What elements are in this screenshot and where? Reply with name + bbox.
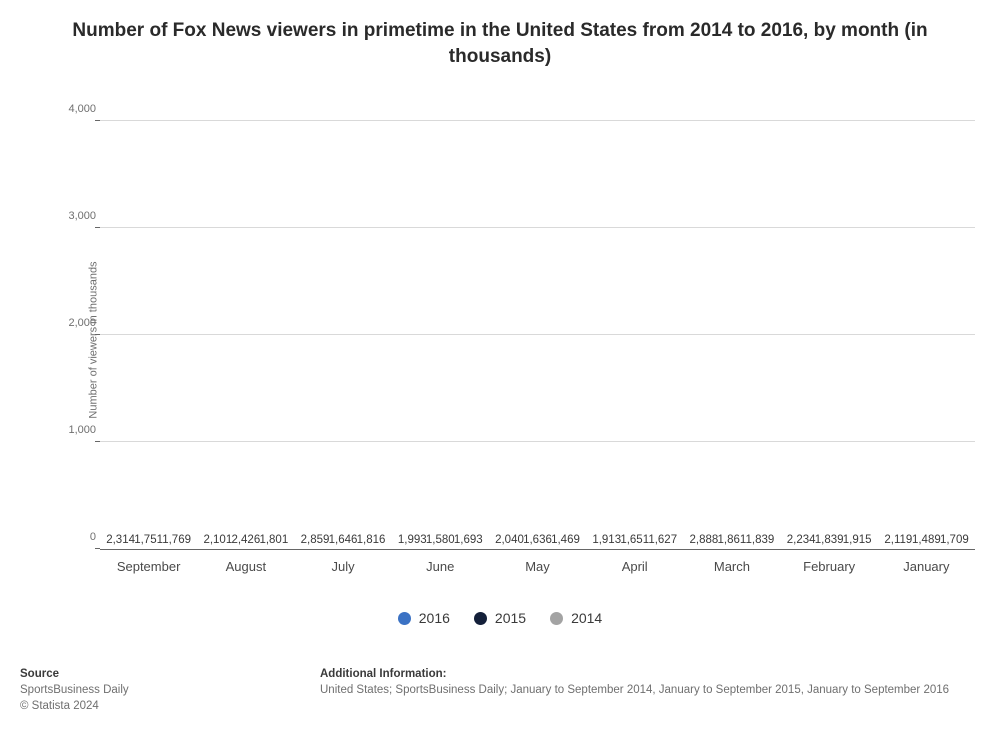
legend-item[interactable]: 2016 — [398, 610, 450, 626]
bar-group: 2,1012,4261,801August — [197, 100, 294, 549]
bar-value-label: 2,040 — [495, 534, 524, 546]
bar-value-label: 1,651 — [620, 534, 649, 546]
bar-value-label: 1,489 — [912, 534, 941, 546]
chart-area: Number of viewers in thousands 2,3141,75… — [55, 100, 975, 580]
legend-swatch — [550, 612, 563, 625]
x-tick-label: August — [197, 549, 294, 574]
bar-value-label: 2,234 — [787, 534, 816, 546]
legend-swatch — [474, 612, 487, 625]
y-tick-label: 0 — [58, 531, 96, 543]
bar-group: 2,0401,6361,469May — [489, 100, 586, 549]
gridline — [100, 120, 975, 121]
copyright-line: © Statista 2024 — [20, 698, 320, 714]
legend-item[interactable]: 2015 — [474, 610, 526, 626]
bar-group: 1,9931,5801,693June — [392, 100, 489, 549]
legend-label: 2015 — [495, 610, 526, 626]
bar-value-label: 1,646 — [329, 534, 358, 546]
gridline — [100, 441, 975, 442]
x-tick-label: March — [683, 549, 780, 574]
source-heading: Source — [20, 668, 320, 680]
bar-group: 2,8591,6461,816July — [294, 100, 391, 549]
bar-group: 2,1191,4891,709January — [878, 100, 975, 549]
bar-value-label: 1,839 — [746, 534, 775, 546]
y-tick-label: 3,000 — [58, 210, 96, 222]
bar-value-label: 2,859 — [301, 534, 330, 546]
bar-group: 2,2341,8391,915February — [781, 100, 878, 549]
x-tick-label: July — [294, 549, 391, 574]
y-tick-mark — [95, 227, 100, 228]
plot-area: 2,3141,7511,769September2,1012,4261,801A… — [100, 100, 975, 550]
x-tick-label: April — [586, 549, 683, 574]
bar-value-label: 1,913 — [592, 534, 621, 546]
bar-value-label: 1,801 — [259, 534, 288, 546]
legend-item[interactable]: 2014 — [550, 610, 602, 626]
bar-value-label: 2,119 — [884, 534, 912, 546]
bar-value-label: 1,751 — [134, 534, 163, 546]
info-heading: Additional Information: — [320, 668, 949, 680]
bar-value-label: 1,693 — [454, 534, 483, 546]
legend-swatch — [398, 612, 411, 625]
x-tick-label: September — [100, 549, 197, 574]
bar-value-label: 1,993 — [398, 534, 427, 546]
info-line: United States; SportsBusiness Daily; Jan… — [320, 682, 949, 698]
y-tick-mark — [95, 548, 100, 549]
chart-title: Number of Fox News viewers in primetime … — [0, 0, 1000, 77]
bar-group: 1,9131,6511,627April — [586, 100, 683, 549]
y-tick-label: 1,000 — [58, 424, 96, 436]
gridline — [100, 334, 975, 335]
source-line: SportsBusiness Daily — [20, 682, 320, 698]
y-tick-label: 4,000 — [58, 103, 96, 115]
x-tick-label: January — [878, 549, 975, 574]
y-tick-mark — [95, 334, 100, 335]
x-tick-label: February — [781, 549, 878, 574]
bar-value-label: 2,314 — [106, 534, 135, 546]
y-axis-label: Number of viewers in thousands — [88, 261, 100, 418]
bar-value-label: 1,636 — [523, 534, 552, 546]
y-tick-mark — [95, 120, 100, 121]
bar-value-label: 1,709 — [940, 534, 969, 546]
bar-group: 2,3141,7511,769September — [100, 100, 197, 549]
legend-label: 2016 — [419, 610, 450, 626]
bar-value-label: 1,627 — [648, 534, 677, 546]
y-tick-mark — [95, 441, 100, 442]
y-tick-label: 2,000 — [58, 317, 96, 329]
legend-label: 2014 — [571, 610, 602, 626]
bar-value-label: 1,839 — [815, 534, 844, 546]
legend: 2016 2015 2014 — [0, 610, 1000, 626]
bar-value-label: 2,101 — [203, 534, 232, 546]
x-tick-label: June — [392, 549, 489, 574]
footer: Source SportsBusiness Daily © Statista 2… — [20, 668, 1000, 714]
bar-value-label: 1,769 — [162, 534, 191, 546]
bar-value-label: 1,816 — [357, 534, 386, 546]
bar-value-label: 1,580 — [426, 534, 455, 546]
bar-group: 2,8881,8611,839March — [683, 100, 780, 549]
bar-value-label: 2,426 — [231, 534, 260, 546]
bar-value-label: 1,915 — [843, 534, 872, 546]
bar-value-label: 2,888 — [690, 534, 719, 546]
gridline — [100, 227, 975, 228]
x-tick-label: May — [489, 549, 586, 574]
bar-value-label: 1,861 — [718, 534, 747, 546]
bar-value-label: 1,469 — [551, 534, 580, 546]
